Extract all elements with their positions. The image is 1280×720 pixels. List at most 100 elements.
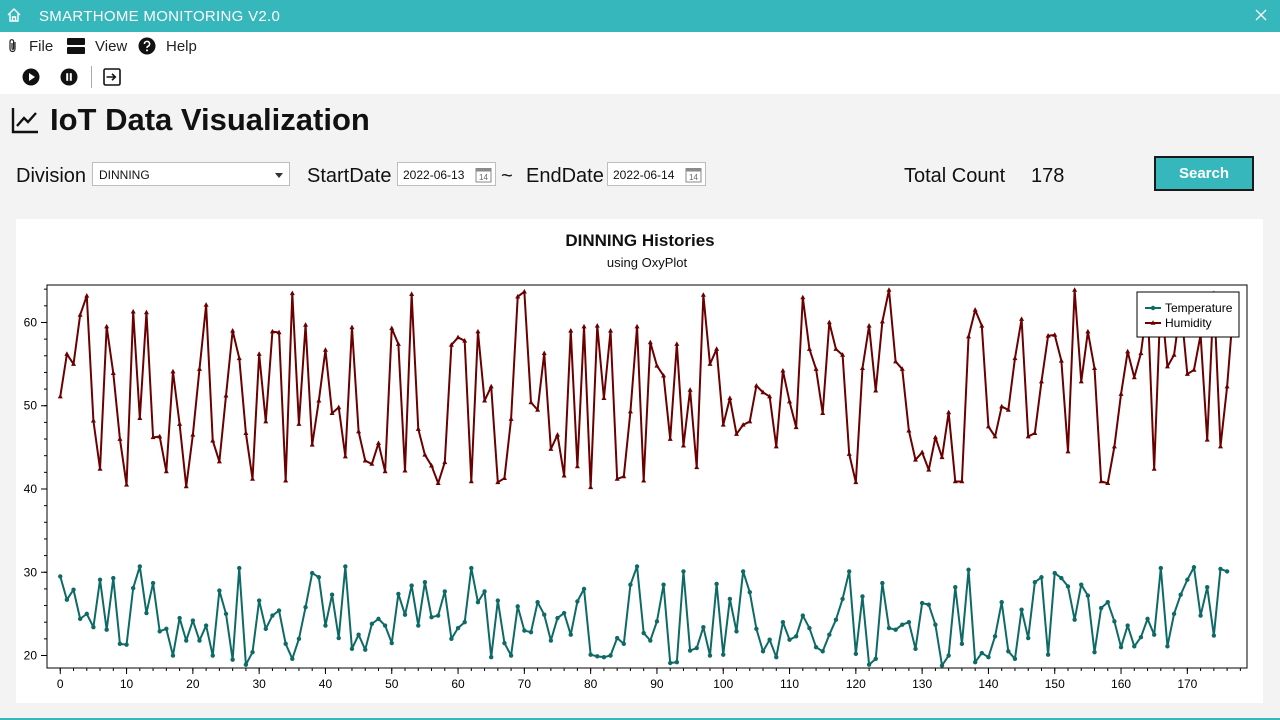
temperature-point bbox=[939, 663, 945, 668]
humidity-point bbox=[177, 421, 183, 426]
temperature-point bbox=[528, 629, 534, 635]
temperature-point bbox=[966, 567, 971, 572]
temperature-point bbox=[1085, 593, 1091, 598]
humidity-point bbox=[913, 457, 919, 462]
humidity-point bbox=[1105, 480, 1111, 485]
menu-file[interactable]: File bbox=[7, 36, 53, 56]
temperature-point bbox=[290, 656, 295, 662]
play-icon[interactable] bbox=[22, 68, 40, 86]
temperature-point bbox=[1045, 652, 1051, 657]
svg-text:14: 14 bbox=[689, 173, 698, 182]
humidity-point bbox=[866, 322, 872, 328]
temperature-point bbox=[283, 641, 288, 647]
humidity-point bbox=[462, 337, 468, 343]
toolbar-separator bbox=[91, 66, 92, 88]
temperature-point bbox=[906, 620, 912, 625]
temperature-point bbox=[1158, 565, 1164, 571]
calendar-icon[interactable]: 14 bbox=[475, 166, 492, 183]
humidity-point bbox=[859, 365, 865, 371]
temperature-point bbox=[150, 580, 156, 586]
humidity-point bbox=[979, 322, 985, 328]
menu-view[interactable]: View bbox=[67, 36, 127, 56]
exit-icon[interactable] bbox=[103, 68, 121, 86]
temperature-point bbox=[508, 653, 514, 658]
humidity-point bbox=[415, 426, 421, 431]
menu-help[interactable]: Help bbox=[138, 36, 197, 56]
temperature-point bbox=[137, 564, 143, 569]
temperature-point bbox=[64, 597, 70, 602]
server-icon bbox=[67, 38, 85, 54]
humidity-point bbox=[846, 451, 852, 456]
humidity-point bbox=[196, 366, 202, 371]
temperature-point bbox=[402, 612, 408, 617]
temperature-point bbox=[747, 590, 752, 595]
temperature-point bbox=[1032, 580, 1038, 585]
humidity-point bbox=[150, 434, 156, 440]
temperature-point bbox=[1012, 656, 1018, 662]
humidity-point bbox=[57, 393, 63, 399]
humidity-point bbox=[707, 361, 713, 366]
temperature-point bbox=[97, 577, 103, 582]
humidity-point bbox=[316, 397, 322, 403]
humidity-point bbox=[972, 307, 978, 312]
humidity-point bbox=[1005, 407, 1011, 412]
x-tick-label: 80 bbox=[584, 677, 598, 691]
temperature-point bbox=[349, 646, 355, 652]
humidity-point bbox=[793, 424, 799, 430]
humidity-point bbox=[952, 478, 958, 484]
start-date-picker[interactable]: 2022-06-13 14 bbox=[397, 162, 496, 186]
division-select[interactable]: DINNING bbox=[92, 162, 290, 186]
temperature-point bbox=[363, 647, 368, 652]
temperature-point bbox=[296, 636, 302, 642]
temperature-point bbox=[1079, 582, 1084, 587]
humidity-point bbox=[999, 403, 1005, 409]
humidity-point bbox=[296, 421, 302, 426]
temperature-point bbox=[588, 652, 593, 657]
humidity-point bbox=[714, 346, 720, 351]
calendar-icon[interactable]: 14 bbox=[685, 166, 702, 183]
temperature-point bbox=[575, 599, 580, 604]
temperature-point bbox=[270, 613, 275, 618]
chart-subtitle: using OxyPlot bbox=[606, 255, 688, 270]
temperature-point bbox=[992, 634, 998, 639]
temperature-point bbox=[1171, 611, 1177, 617]
temperature-point bbox=[900, 622, 905, 627]
humidity-point bbox=[641, 477, 647, 483]
temperature-point bbox=[1145, 616, 1150, 622]
legend-marker bbox=[1150, 305, 1156, 311]
humidity-point bbox=[528, 399, 534, 405]
page-title-text: IoT Data Visualization bbox=[50, 102, 370, 137]
plot-area-frame bbox=[46, 284, 1248, 669]
humidity-point bbox=[627, 408, 633, 414]
humidity-point bbox=[1072, 287, 1078, 292]
humidity-point bbox=[488, 383, 494, 389]
temperature-point bbox=[873, 656, 878, 662]
humidity-point bbox=[647, 339, 653, 345]
humidity-point bbox=[170, 368, 176, 374]
pause-icon[interactable] bbox=[60, 68, 78, 86]
plot-view[interactable] bbox=[16, 219, 1263, 703]
search-button[interactable]: Search bbox=[1154, 156, 1254, 191]
humidity-point bbox=[1151, 466, 1157, 471]
humidity-point bbox=[594, 322, 600, 328]
humidity-point bbox=[919, 449, 925, 455]
close-icon[interactable] bbox=[1254, 8, 1268, 27]
humidity-point bbox=[780, 367, 786, 373]
legend-label: Temperature bbox=[1165, 301, 1233, 315]
temperature-point bbox=[1092, 649, 1097, 655]
temperature-point bbox=[58, 574, 63, 579]
temperature-point bbox=[409, 583, 414, 588]
temperature-point bbox=[953, 585, 958, 590]
humidity-point bbox=[833, 346, 839, 351]
temperature-point bbox=[190, 618, 196, 623]
humidity-point bbox=[588, 484, 594, 490]
humidity-point bbox=[216, 458, 222, 464]
x-tick-label: 30 bbox=[252, 677, 266, 691]
humidity-point bbox=[303, 322, 309, 327]
temperature-point bbox=[614, 635, 620, 641]
humidity-point bbox=[230, 327, 236, 333]
x-tick-label: 60 bbox=[451, 677, 465, 691]
humidity-point bbox=[1217, 443, 1223, 449]
end-date-picker[interactable]: 2022-06-14 14 bbox=[607, 162, 706, 186]
humidity-point bbox=[455, 334, 461, 340]
